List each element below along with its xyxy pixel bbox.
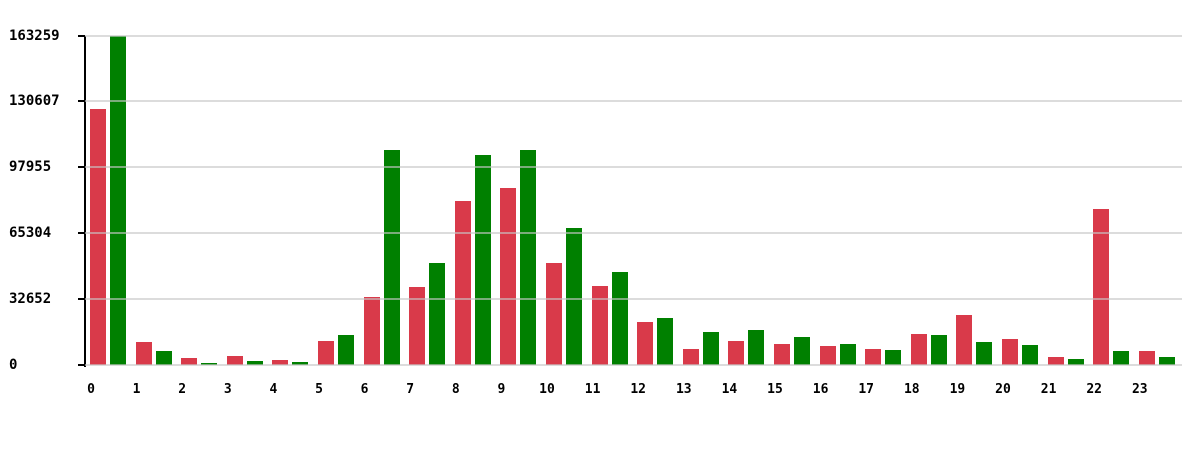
bar-red-15 xyxy=(774,344,790,365)
bar-green-18 xyxy=(930,334,947,365)
bar-red-16 xyxy=(819,346,836,365)
bar-red-12 xyxy=(637,322,654,365)
x-tick-label: 11 xyxy=(584,382,601,397)
x-tick-label: 6 xyxy=(360,382,369,397)
bar-green-22 xyxy=(1113,350,1130,365)
grid-line xyxy=(82,232,1182,235)
bar-red-11 xyxy=(591,286,608,365)
bar-red-7 xyxy=(409,287,426,365)
bar-green-7 xyxy=(429,262,446,365)
bar-green-2 xyxy=(201,362,218,365)
bar-red-2 xyxy=(181,358,198,365)
x-tick-label: 13 xyxy=(675,382,692,397)
bar-green-0 xyxy=(110,35,126,365)
x-tick-label: 7 xyxy=(406,382,415,397)
bar-green-6 xyxy=(383,150,400,365)
bar-green-10 xyxy=(566,228,582,365)
bar-green-9 xyxy=(520,149,537,365)
bar-red-18 xyxy=(910,333,927,365)
bar-green-13 xyxy=(702,332,719,365)
x-tick-label: 22 xyxy=(1086,382,1103,397)
bar-green-23 xyxy=(1158,356,1175,365)
y-axis-tick xyxy=(78,298,85,301)
bar-red-23 xyxy=(1138,351,1155,365)
x-tick-label: 9 xyxy=(497,382,506,397)
y-axis-line xyxy=(84,35,86,367)
bar-red-4 xyxy=(272,359,289,365)
bar-red-6 xyxy=(363,296,380,365)
y-axis-tick xyxy=(78,364,85,366)
x-tick-label: 16 xyxy=(812,382,829,397)
bar-red-3 xyxy=(226,355,243,365)
x-tick-label: 14 xyxy=(721,382,738,397)
x-tick-label: 19 xyxy=(949,382,966,397)
y-axis-tick xyxy=(78,166,85,169)
bar-green-19 xyxy=(976,341,993,365)
x-tick-label: 17 xyxy=(858,382,875,397)
bar-green-15 xyxy=(794,337,810,365)
x-tick-label: 21 xyxy=(1040,382,1057,397)
grid-line xyxy=(82,166,1182,169)
grid-line xyxy=(82,364,1182,366)
bar-green-11 xyxy=(611,271,628,365)
y-tick-label: 0 xyxy=(9,357,18,373)
x-tick-label: 5 xyxy=(315,382,323,397)
grid-line xyxy=(82,34,1182,37)
y-tick-label: 32652 xyxy=(9,291,52,308)
bar-green-5 xyxy=(338,334,354,365)
bar-green-16 xyxy=(839,344,856,365)
x-tick-label: 1 xyxy=(132,382,141,397)
bar-red-22 xyxy=(1093,208,1110,365)
x-tick-label: 18 xyxy=(903,382,920,397)
bar-green-14 xyxy=(748,330,765,365)
bar-red-14 xyxy=(728,340,745,365)
bar-green-12 xyxy=(657,317,674,365)
y-axis-tick xyxy=(78,100,85,103)
y-tick-label: 65304 xyxy=(9,225,52,242)
x-tick-label: 3 xyxy=(223,382,232,397)
bar-red-8 xyxy=(454,201,471,365)
bar-red-19 xyxy=(956,314,973,365)
x-tick-label: 20 xyxy=(995,382,1011,397)
x-tick-label: 23 xyxy=(1131,382,1148,397)
x-tick-label: 12 xyxy=(630,382,647,397)
bar-red-21 xyxy=(1047,356,1064,365)
bar-green-8 xyxy=(474,154,491,365)
bar-red-9 xyxy=(500,187,517,365)
bar-red-17 xyxy=(865,349,882,365)
y-tick-label: 130607 xyxy=(9,93,60,110)
bar-green-4 xyxy=(292,361,309,365)
bar-red-13 xyxy=(682,348,699,365)
bar-green-20 xyxy=(1022,344,1038,365)
y-tick-label: 163259 xyxy=(9,27,60,44)
y-tick-label: 97955 xyxy=(9,159,52,176)
bar-green-1 xyxy=(155,351,172,365)
bar-green-3 xyxy=(246,360,263,365)
bar-red-5 xyxy=(318,341,334,365)
bar-red-10 xyxy=(546,263,562,365)
x-tick-label: 8 xyxy=(451,382,460,397)
y-axis-tick xyxy=(78,232,85,235)
x-tick-label: 15 xyxy=(767,382,783,397)
bar-red-20 xyxy=(1002,338,1018,365)
y-axis-tick xyxy=(78,34,85,37)
x-tick-label: 10 xyxy=(539,382,555,397)
bar-red-1 xyxy=(135,341,152,365)
grid-line xyxy=(82,100,1182,103)
bar-green-17 xyxy=(885,350,902,365)
x-tick-label: 0 xyxy=(87,382,95,397)
grid-line xyxy=(82,298,1182,301)
bar-green-21 xyxy=(1067,359,1084,365)
x-tick-label: 2 xyxy=(178,382,187,397)
bar-red-0 xyxy=(90,109,106,365)
x-tick-label: 4 xyxy=(269,382,278,397)
